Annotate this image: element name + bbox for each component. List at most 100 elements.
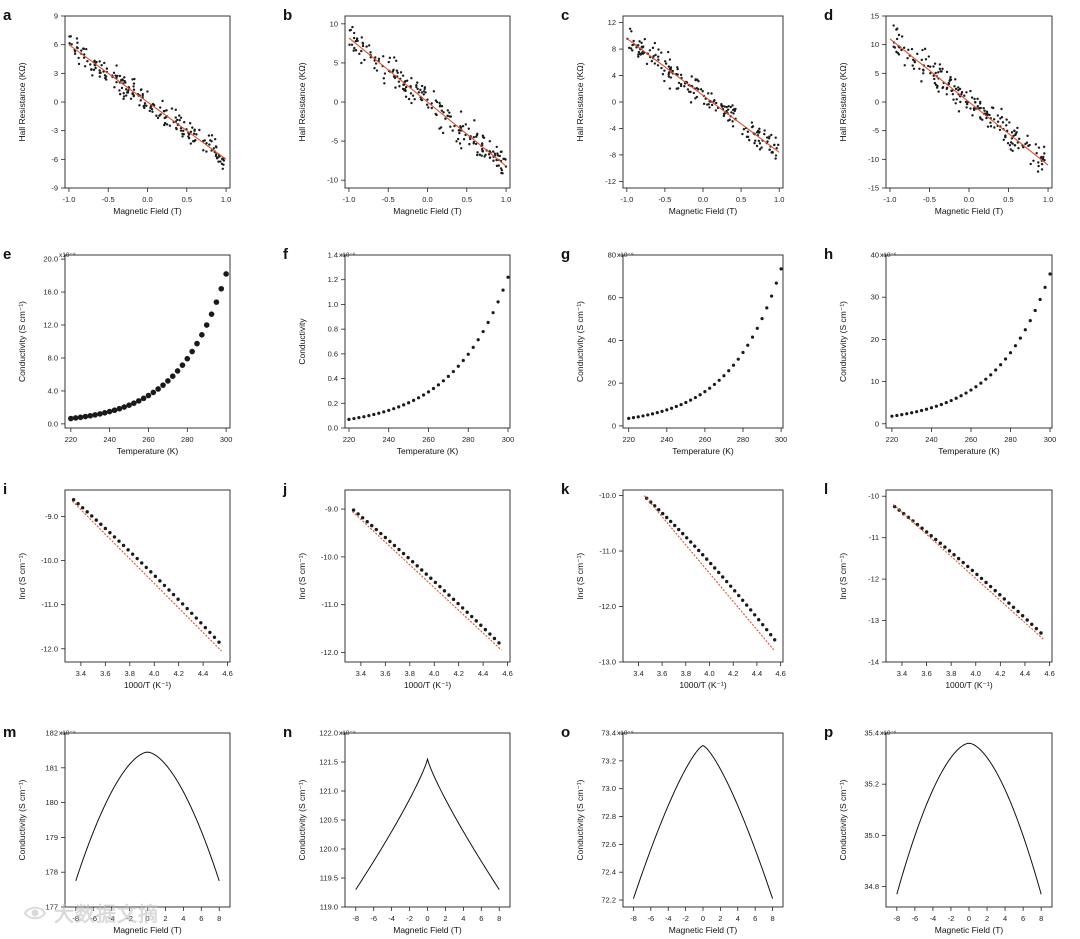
x-tick-label: 4.4 <box>1020 669 1030 678</box>
y-tick-label: -3 <box>51 126 58 135</box>
y-exponent-label: x10⁻⁹ <box>617 252 634 259</box>
data-point <box>379 531 383 536</box>
data-point <box>125 88 128 91</box>
data-point <box>679 84 683 88</box>
data-point <box>165 378 171 384</box>
data-point <box>989 125 993 128</box>
data-point <box>436 383 441 387</box>
data-point <box>483 155 486 158</box>
panel-i: i 3.4 3.6 3.8 4.0 4.2 4.4 4.6 -12.0 -11.0 -10.0 -9.… <box>3 481 233 690</box>
data-point <box>406 555 410 560</box>
data-point <box>374 56 377 59</box>
data-point <box>710 92 713 95</box>
data-point <box>439 126 443 129</box>
y-tick-label: 20 <box>608 379 616 388</box>
panel-label: g <box>561 246 570 263</box>
x-axis-label: Magnetic Field (T) <box>669 206 738 216</box>
data-point <box>184 355 191 362</box>
data-point <box>125 94 128 97</box>
data-point <box>758 127 761 131</box>
data-point <box>966 564 970 569</box>
data-point <box>357 416 361 420</box>
data-point <box>447 593 451 597</box>
y-tick-label: 16.0 <box>43 288 58 297</box>
data-point <box>360 61 363 65</box>
data-point <box>99 522 103 526</box>
data-point <box>139 88 143 92</box>
data-point <box>636 415 640 419</box>
x-tick-label: 4.4 <box>198 669 208 678</box>
data-point <box>415 564 419 568</box>
fit-line <box>68 44 227 160</box>
data-point <box>212 635 217 639</box>
data-point <box>213 137 217 141</box>
y-tick-label: -5 <box>872 126 879 135</box>
y-tick-label: -12 <box>605 177 616 186</box>
data-point <box>361 41 364 45</box>
data-point <box>432 90 436 93</box>
data-point <box>957 86 960 89</box>
x-tick-label: 3.4 <box>633 669 643 678</box>
data-point <box>471 345 475 349</box>
data-point <box>953 85 956 88</box>
data-point <box>631 49 634 52</box>
data-point <box>742 128 746 131</box>
data-point <box>934 71 937 75</box>
data-point <box>760 316 764 321</box>
x-tick-label: -6 <box>370 914 377 923</box>
data-point <box>82 413 89 420</box>
data-point <box>460 147 463 150</box>
data-point <box>388 56 392 60</box>
data-point <box>213 299 220 305</box>
data-point <box>965 102 969 106</box>
panel-label: a <box>3 7 12 24</box>
data-point <box>458 142 462 145</box>
data-point <box>212 147 216 150</box>
data-point <box>657 508 661 512</box>
data-point <box>493 152 497 155</box>
data-point <box>964 100 968 104</box>
y-axis-label: Conductivity (S cm⁻¹) <box>17 779 27 860</box>
x-tick-label: -2 <box>682 914 689 923</box>
data-point <box>1013 144 1017 147</box>
x-tick-label: 0 <box>145 914 149 923</box>
y-exponent-label: x10⁻⁶ <box>880 730 897 737</box>
data-point <box>660 51 663 54</box>
panel-f: f 220 240 260 280 300 0.0 0.2 0.4 0.6 0.8 1.0 1.2 1.4… <box>283 246 514 456</box>
data-point <box>916 52 919 56</box>
y-tick-label: 73.2 <box>601 756 616 765</box>
data-point <box>405 79 409 82</box>
data-point <box>907 48 910 52</box>
data-point <box>105 78 108 81</box>
data-point <box>661 511 665 516</box>
y-axis-label: Conductivity (S cm⁻¹) <box>575 779 585 860</box>
x-tick-label: 3.8 <box>946 669 956 678</box>
data-point <box>387 408 391 412</box>
x-axis-label: 1000/T (K⁻¹) <box>404 680 451 690</box>
data-point <box>1011 149 1014 153</box>
data-point <box>165 109 168 112</box>
data-point <box>701 90 704 93</box>
data-point <box>488 139 492 143</box>
panel-label: c <box>561 7 569 24</box>
data-point <box>438 101 441 105</box>
data-point <box>496 300 500 304</box>
data-point <box>665 515 669 520</box>
data-point <box>501 288 505 292</box>
data-point <box>1013 129 1016 133</box>
x-tick-label: 3.8 <box>681 669 691 678</box>
data-point <box>468 142 471 146</box>
data-point <box>453 124 456 128</box>
y-axis-label: lnσ (S cm⁻¹) <box>575 553 585 600</box>
x-tick-label: 2 <box>163 914 167 923</box>
panel-label: n <box>283 724 292 741</box>
y-tick-label: 180 <box>45 798 58 807</box>
data-point <box>401 551 406 556</box>
data-point <box>712 100 715 103</box>
data-point <box>222 159 226 162</box>
data-point <box>145 392 152 399</box>
data-point <box>945 70 949 74</box>
data-point <box>143 106 146 110</box>
data-point <box>1017 137 1021 141</box>
data-point <box>664 60 667 63</box>
